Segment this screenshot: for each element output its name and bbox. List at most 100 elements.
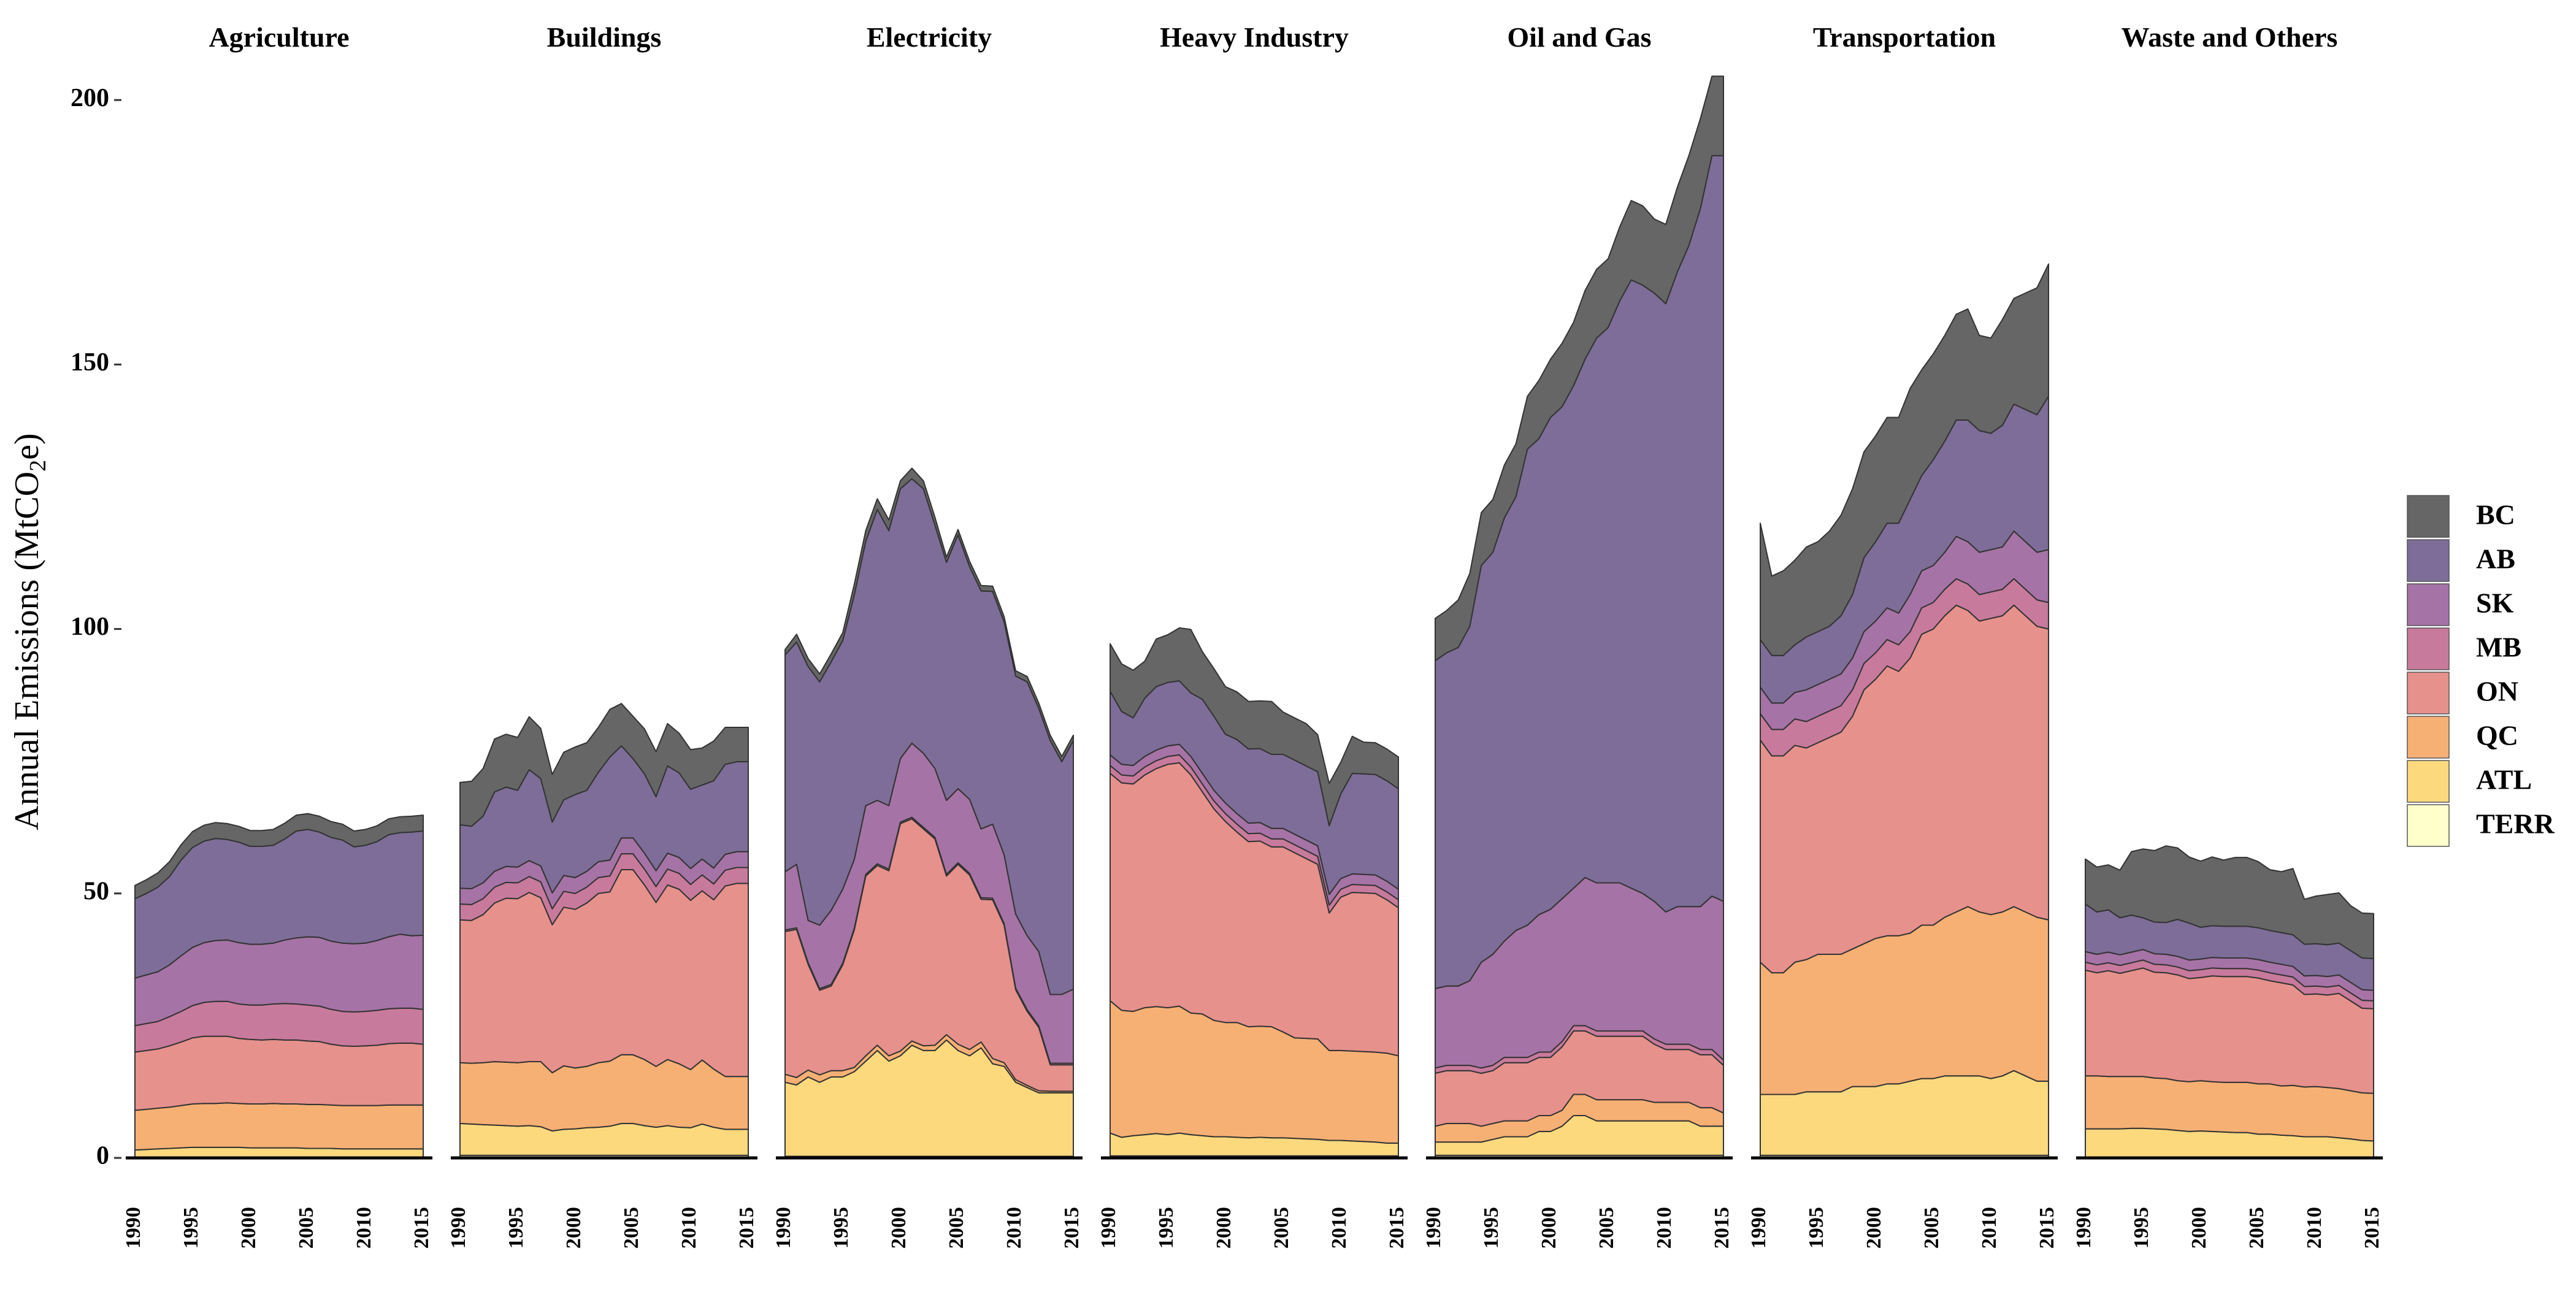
x-tick-label-oil-and-gas-1995: 1995: [1480, 1207, 1503, 1249]
area-agriculture-qc: [134, 1102, 424, 1151]
x-tick-label-waste-and-others-1995: 1995: [2130, 1207, 2153, 1249]
area-electricity-bc: [784, 467, 1074, 762]
x-tick-label-heavy-industry-1995: 1995: [1155, 1207, 1178, 1249]
x-tick-label-buildings-2015: 2015: [735, 1207, 758, 1249]
x-tick-label-oil-and-gas-2015: 2015: [1711, 1207, 1733, 1249]
x-tick-label-agriculture-1995: 1995: [180, 1207, 202, 1249]
area-buildings-qc: [459, 1054, 749, 1132]
facet-title-buildings: Buildings: [547, 21, 662, 53]
x-tick-label-heavy-industry-1990: 1990: [1097, 1207, 1120, 1249]
legend-label-ab: AB: [2476, 543, 2515, 575]
y-tick-label-100: 100: [71, 613, 109, 641]
legend-label-bc: BC: [2476, 499, 2515, 531]
legend-item-mb: MB: [2407, 627, 2521, 670]
legend-label-atl: ATL: [2476, 764, 2532, 795]
facet-title-transportation: Transportation: [1813, 21, 1996, 53]
x-tick-label-transportation-1995: 1995: [1805, 1207, 1828, 1249]
x-tick-label-agriculture-2015: 2015: [410, 1207, 433, 1249]
y-axis-title-subscript: 2: [25, 460, 51, 472]
legend-swatch-mb: [2407, 627, 2450, 670]
area-agriculture-bc: [134, 813, 424, 900]
x-tick-label-agriculture-2005: 2005: [295, 1207, 318, 1249]
y-axis-title: Annual Emissions (MtCO2e): [8, 433, 51, 830]
facet-title-heavy-industry: Heavy Industry: [1160, 21, 1349, 53]
x-tick-label-waste-and-others-2010: 2010: [2303, 1207, 2326, 1249]
facet-electricity: Electricity 1990 1995 2000 2005 2010 2015: [772, 21, 1083, 1249]
area-buildings-atl: [459, 1122, 749, 1156]
area-oil-and-gas-bc: [1435, 75, 1724, 662]
y-axis-title-main: Annual Emissions (MtCO: [8, 472, 46, 830]
x-tick-label-heavy-industry-2010: 2010: [1328, 1207, 1351, 1249]
y-axis: 0 50 100 150 200: [71, 84, 121, 1170]
x-tick-label-buildings-2000: 2000: [562, 1207, 585, 1249]
legend-label-sk: SK: [2476, 588, 2514, 619]
x-tick-label-electricity-2015: 2015: [1060, 1207, 1083, 1249]
x-tick-label-transportation-1990: 1990: [1747, 1207, 1770, 1249]
x-tick-label-heavy-industry-2015: 2015: [1386, 1207, 1408, 1249]
y-tick-label-50: 50: [83, 877, 109, 905]
x-tick-label-heavy-industry-2005: 2005: [1270, 1207, 1293, 1249]
x-tick-label-agriculture-2000: 2000: [237, 1207, 260, 1249]
area-transportation-bc: [1760, 263, 2049, 656]
area-buildings-on: [459, 869, 749, 1078]
y-tick-label-0: 0: [96, 1142, 109, 1170]
area-buildings-bc: [459, 703, 749, 827]
x-tick-label-electricity-1995: 1995: [830, 1207, 853, 1249]
facet-heavy-industry: Heavy Industry 1990 1995 2000 2005 2010 2015: [1097, 21, 1408, 1249]
facet-transportation: Transportation 1990 1995 2000 2005 2010 2015: [1747, 21, 2058, 1249]
x-tick-label-oil-and-gas-1990: 1990: [1422, 1207, 1445, 1249]
legend-item-on: ON: [2407, 672, 2518, 714]
x-tick-label-heavy-industry-2000: 2000: [1213, 1207, 1235, 1249]
x-tick-label-oil-and-gas-2005: 2005: [1595, 1207, 1618, 1249]
y-axis-title-suffix: e): [8, 433, 46, 460]
y-tick-label-150: 150: [71, 348, 109, 377]
x-tick-label-transportation-2005: 2005: [1920, 1207, 1943, 1249]
x-tick-label-waste-and-others-2005: 2005: [2245, 1207, 2268, 1249]
legend-swatch-qc: [2407, 716, 2450, 759]
legend-label-qc: QC: [2476, 720, 2518, 751]
x-tick-label-buildings-2010: 2010: [678, 1207, 700, 1249]
legend-item-sk: SK: [2407, 583, 2514, 626]
legend-item-bc: BC: [2407, 495, 2515, 538]
legend-label-mb: MB: [2476, 632, 2521, 663]
legend-swatch-atl: [2407, 760, 2450, 803]
facets-layer: Agriculture 1990 1995 2000 2005 2010 2015 Build…: [122, 21, 2383, 1249]
legend-swatch-on: [2407, 672, 2450, 714]
x-tick-label-transportation-2015: 2015: [2036, 1207, 2058, 1249]
legend-item-atl: ATL: [2407, 760, 2532, 803]
x-tick-label-buildings-1990: 1990: [447, 1207, 470, 1249]
x-tick-label-electricity-2005: 2005: [945, 1207, 968, 1249]
x-tick-label-waste-and-others-2000: 2000: [2188, 1207, 2210, 1249]
legend-swatch-sk: [2407, 583, 2450, 626]
legend-swatch-terr: [2407, 804, 2450, 847]
legend-swatch-bc: [2407, 495, 2450, 538]
legend-swatch-ab: [2407, 539, 2450, 582]
x-tick-label-buildings-1995: 1995: [505, 1207, 527, 1249]
x-tick-label-electricity-1990: 1990: [772, 1207, 795, 1249]
legend-label-terr: TERR: [2476, 808, 2555, 840]
x-tick-label-oil-and-gas-2010: 2010: [1653, 1207, 1676, 1249]
x-tick-label-transportation-2000: 2000: [1863, 1207, 1885, 1249]
facet-title-agriculture: Agriculture: [209, 21, 349, 53]
x-tick-label-waste-and-others-1990: 1990: [2072, 1207, 2095, 1249]
facet-agriculture: Agriculture 1990 1995 2000 2005 2010 2015: [122, 21, 433, 1249]
area-heavy-industry-bc: [1110, 627, 1399, 827]
x-tick-label-agriculture-2010: 2010: [353, 1207, 375, 1249]
legend-item-qc: QC: [2407, 716, 2518, 759]
legend-item-ab: AB: [2407, 539, 2515, 582]
x-tick-label-electricity-2010: 2010: [1003, 1207, 1025, 1249]
x-tick-label-waste-and-others-2015: 2015: [2361, 1207, 2383, 1249]
facet-title-waste-and-others: Waste and Others: [2122, 21, 2338, 53]
x-tick-label-transportation-2010: 2010: [1978, 1207, 2001, 1249]
x-tick-label-buildings-2005: 2005: [620, 1207, 643, 1249]
facet-title-electricity: Electricity: [867, 21, 992, 53]
legend-item-terr: TERR: [2407, 804, 2555, 847]
x-tick-label-agriculture-1990: 1990: [122, 1207, 145, 1249]
x-tick-label-electricity-2000: 2000: [887, 1207, 910, 1249]
facet-oil-and-gas: Oil and Gas 1990 1995 2000 2005 2010 2015: [1422, 21, 1733, 1249]
facet-waste-and-others: Waste and Others 1990 1995 2000 2005 2010 2015: [2072, 21, 2383, 1249]
legend-label-on: ON: [2476, 676, 2518, 707]
facet-title-oil-and-gas: Oil and Gas: [1507, 21, 1651, 53]
